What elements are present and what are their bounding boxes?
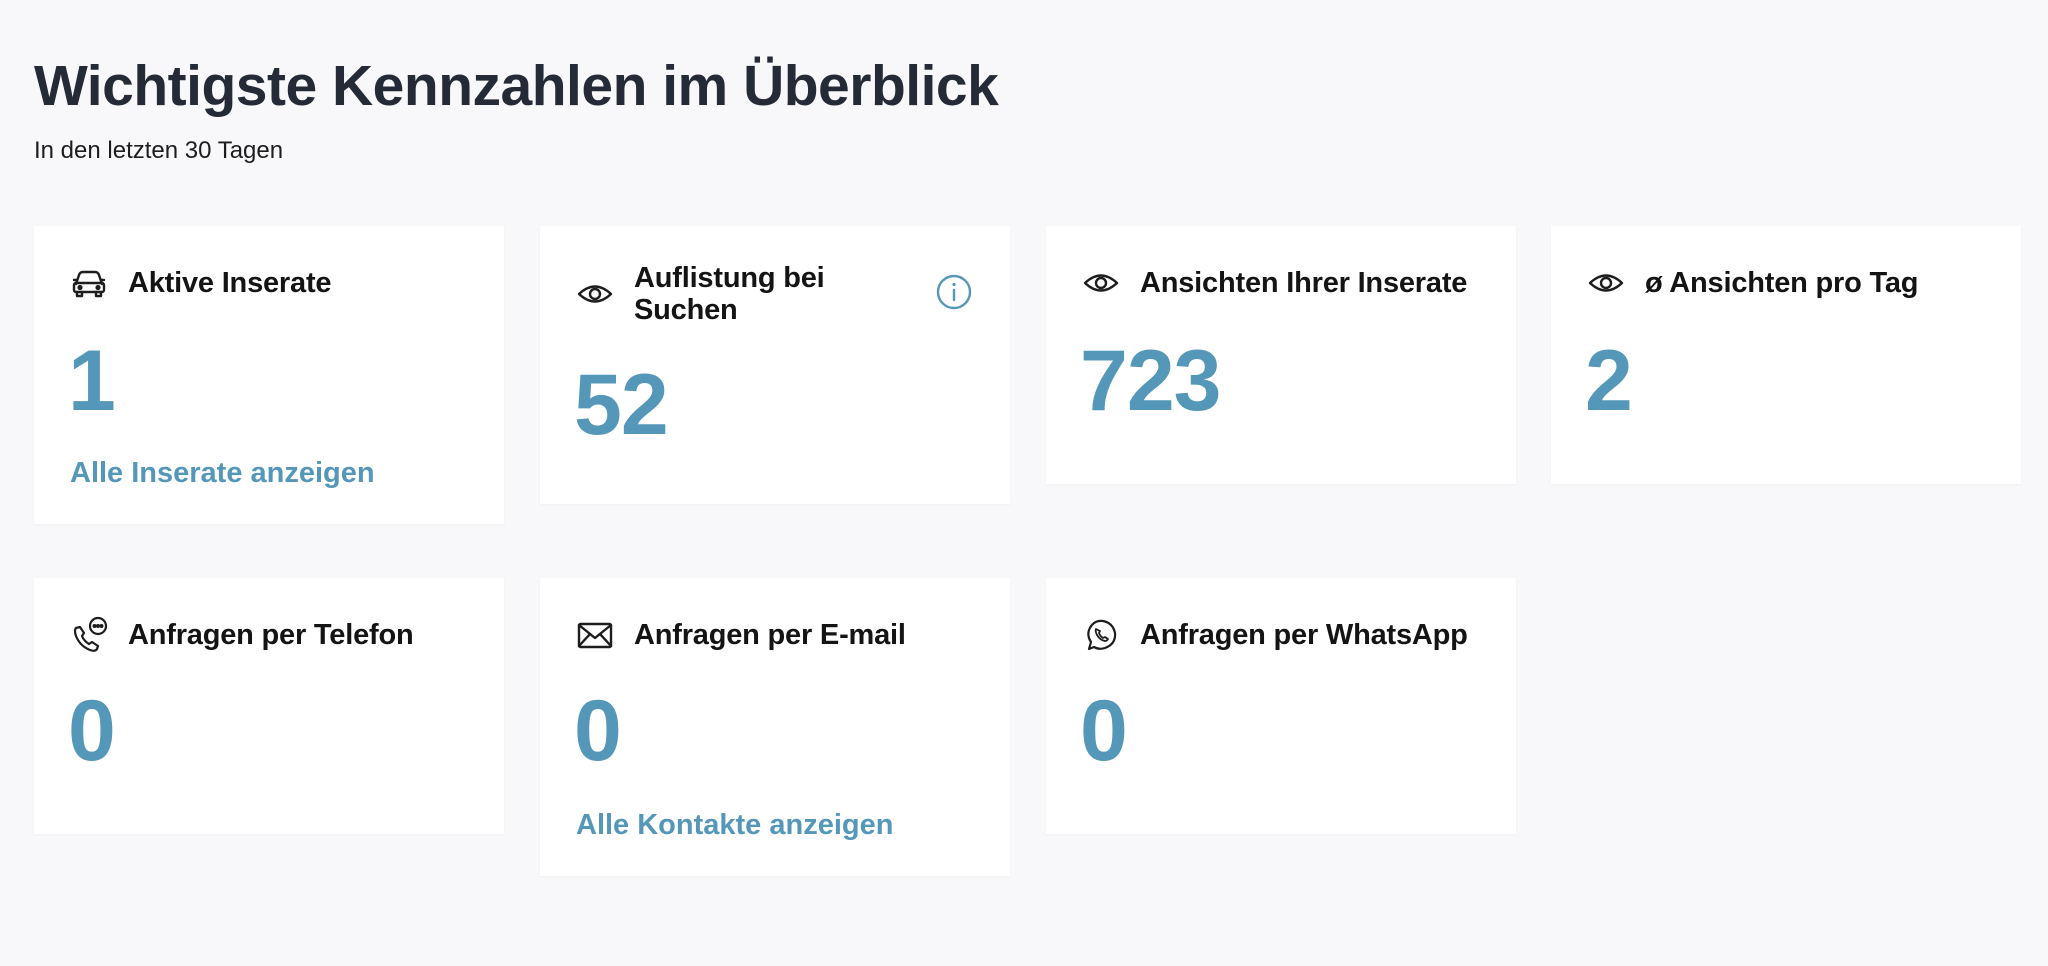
average-symbol: ø [1645,267,1663,299]
show-all-listings-link[interactable]: Alle Inserate anzeigen [70,457,375,489]
info-icon[interactable] [934,272,974,312]
card-email-requests: Anfragen per E-mail 0 Alle Kontakte anze… [540,578,1010,876]
card-header: Anfragen per Telefon [70,616,474,654]
card-value: 2 [1585,333,1633,429]
card-title: Anfragen per WhatsApp [1140,619,1468,651]
whatsapp-icon [1082,616,1120,654]
card-title-text: Ansichten pro Tag [1669,267,1919,299]
card-value: 723 [1080,333,1221,429]
card-active-listings: Aktive Inserate 1 Alle Inserate anzeigen [34,226,504,524]
page-subtitle: In den letzten 30 Tagen [34,137,284,164]
card-title: Auflistung bei Suchen [634,262,825,326]
card-value: 0 [1080,683,1128,779]
page-title: Wichtigste Kennzahlen im Überblick [34,54,999,118]
card-header: Aktive Inserate [70,264,474,302]
card-whatsapp-requests: Anfragen per WhatsApp 0 [1046,578,1516,834]
eye-icon [1587,264,1625,302]
card-title: Aktive Inserate [128,267,332,299]
card-header: Ansichten Ihrer Inserate [1082,264,1486,302]
phone-chat-icon [70,616,108,654]
card-header: Anfragen per E-mail [576,616,980,654]
car-icon [70,264,108,302]
card-value: 1 [68,333,116,429]
card-title: Ansichten Ihrer Inserate [1140,267,1468,299]
card-header: Auflistung bei Suchen [576,262,920,326]
card-title: Anfragen per E-mail [634,619,906,651]
card-listing-views: Ansichten Ihrer Inserate 723 [1046,226,1516,484]
envelope-icon [576,616,614,654]
card-header: ø Ansichten pro Tag [1587,264,1991,302]
show-all-contacts-link[interactable]: Alle Kontakte anzeigen [576,809,894,841]
eye-icon [1082,264,1120,302]
card-views-per-day: ø Ansichten pro Tag 2 [1551,226,2021,484]
eye-icon [576,275,614,313]
card-value: 0 [574,683,622,779]
card-header: Anfragen per WhatsApp [1082,616,1486,654]
card-value: 52 [574,357,669,453]
card-title: ø Ansichten pro Tag [1645,267,1919,299]
card-title: Anfragen per Telefon [128,619,414,651]
card-value: 0 [68,683,116,779]
card-phone-requests: Anfragen per Telefon 0 [34,578,504,834]
card-search-listings: Auflistung bei Suchen 52 [540,226,1010,504]
